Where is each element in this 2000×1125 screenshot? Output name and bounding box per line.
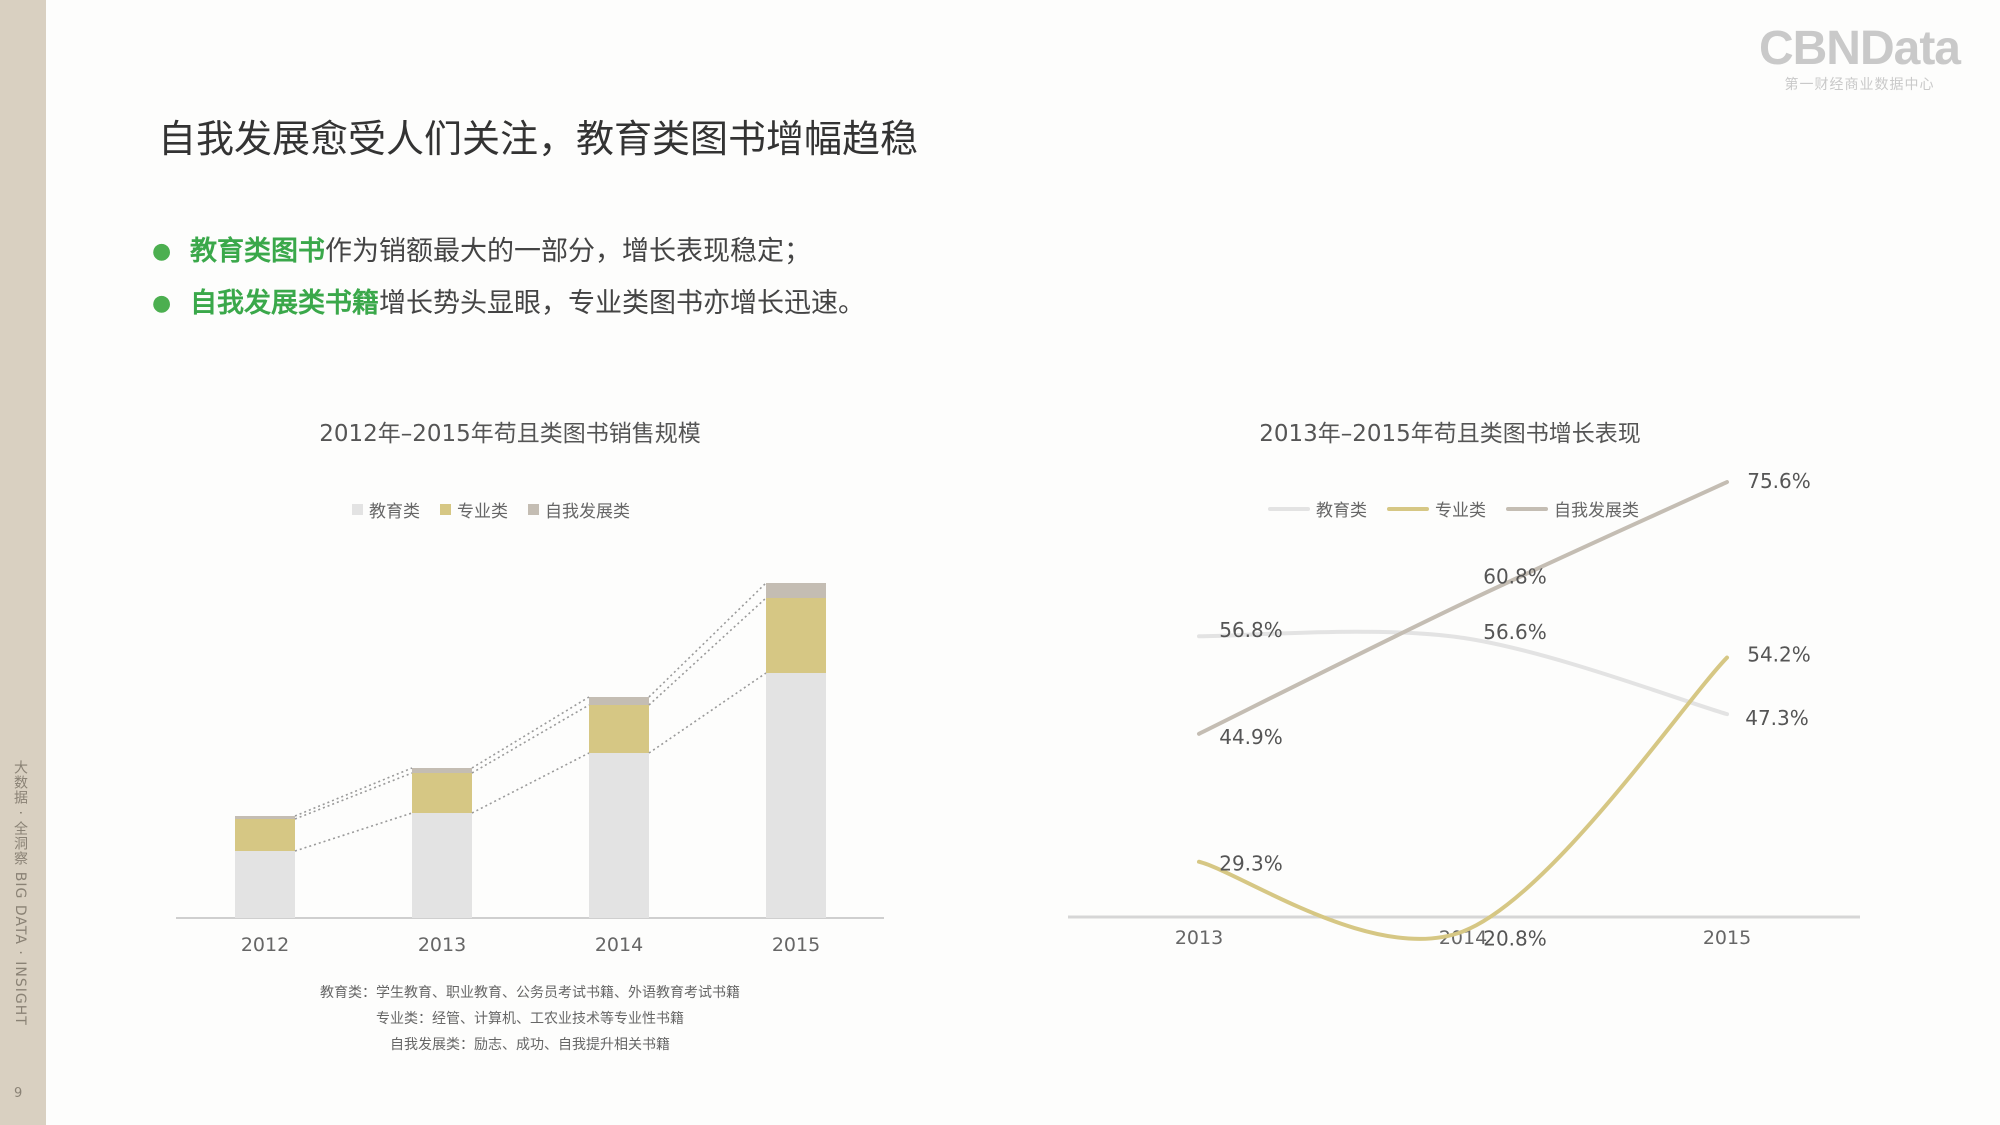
bar-segment-education: [235, 851, 295, 918]
legend-swatch: [528, 504, 539, 515]
data-label: 75.6%: [1747, 469, 1811, 493]
line-chart-legend: 教育类 专业类 自我发展类: [1268, 496, 1639, 521]
bar-segment-education: [589, 753, 649, 918]
bar-chart-legend: 教育类 专业类 自我发展类: [352, 497, 630, 522]
legend-item-self: 自我发展类: [1506, 496, 1639, 521]
x-tick-label: 2013: [1175, 927, 1223, 949]
note-line: 自我发展类：励志、成功、自我提升相关书籍: [390, 1037, 670, 1053]
data-label: 56.6%: [1483, 620, 1547, 644]
bar-segment-self: [235, 816, 295, 819]
logo-sub: 第一财经商业数据中心: [1784, 77, 1935, 93]
legend-swatch: [1268, 506, 1310, 511]
legend-label: 专业类: [1435, 501, 1486, 521]
logo-main: CBNData: [1758, 22, 1961, 75]
connector-line: [648, 597, 767, 706]
legend-swatch: [1387, 506, 1429, 511]
connector-line: [294, 812, 413, 852]
bullet-item: ● 教育类图书作为销额最大的一部分，增长表现稳定；: [150, 226, 865, 278]
bar-segment-self: [766, 583, 826, 598]
page-title: 自我发展愈受人们关注，教育类图书增幅趋稳: [158, 117, 919, 161]
page-number: 9: [14, 1086, 23, 1101]
bar-segment-professional: [235, 819, 295, 851]
x-tick-label: 2014: [595, 934, 643, 956]
logo: CBNData 第一财经商业数据中心: [1758, 22, 1961, 94]
bullet-highlight: 自我发展类书籍: [190, 288, 379, 319]
legend-item-professional: 专业类: [440, 497, 508, 522]
data-label: 47.3%: [1745, 706, 1809, 730]
bullet-dot-icon: ●: [152, 239, 172, 264]
legend-item-education: 教育类: [352, 497, 420, 522]
connector-line: [294, 767, 413, 817]
data-label: 29.3%: [1219, 852, 1283, 876]
legend-item-professional: 专业类: [1387, 496, 1486, 521]
x-tick-label: 2012: [241, 934, 289, 956]
connector-line: [471, 752, 590, 814]
connector-line: [294, 772, 413, 820]
legend-item-education: 教育类: [1268, 496, 1367, 521]
data-label: 54.2%: [1747, 643, 1811, 667]
sidebar: [0, 0, 46, 1125]
chart-notes: 教育类：学生教育、职业教育、公务员考试书籍、外语教育考试书籍 专业类：经管、计算…: [160, 980, 900, 1058]
note-line: 专业类：经管、计算机、工农业技术等专业性书籍: [376, 1011, 684, 1027]
x-tick-label: 2014: [1439, 927, 1487, 949]
legend-label: 专业类: [457, 502, 508, 522]
data-label: 20.8%: [1483, 926, 1547, 950]
x-tick-label: 2015: [1703, 927, 1751, 949]
legend-label: 教育类: [1316, 501, 1367, 521]
legend-swatch: [352, 504, 363, 515]
legend-label: 教育类: [369, 502, 420, 522]
sidebar-text: 大数据 · 全洞察 BIG DATA · INSIGHT: [12, 760, 28, 1026]
note-line: 教育类：学生教育、职业教育、公务员考试书籍、外语教育考试书籍: [320, 985, 740, 1001]
bar-segment-self: [412, 768, 472, 773]
series-line-professional: [1197, 655, 1729, 941]
data-label: 44.9%: [1219, 725, 1283, 749]
legend-label: 自我发展类: [545, 502, 630, 522]
line-chart-title: 2013年–2015年苟且类图书增长表现: [1259, 421, 1641, 447]
bar-segment-self: [589, 697, 649, 705]
bullet-item: ● 自我发展类书籍增长势头显眼，专业类图书亦增长迅速。: [150, 278, 865, 330]
x-tick-label: 2013: [418, 934, 466, 956]
bar-segment-professional: [766, 598, 826, 673]
bullet-text: 增长势头显眼，专业类图书亦增长迅速。: [379, 288, 865, 319]
legend-label: 自我发展类: [1554, 501, 1639, 521]
series-line-self: [1197, 480, 1729, 736]
legend-swatch: [440, 504, 451, 515]
bullet-text: 作为销额最大的一部分，增长表现稳定；: [325, 236, 811, 267]
connector-line: [648, 582, 767, 698]
legend-item-self: 自我发展类: [528, 497, 630, 522]
bullet-highlight: 教育类图书: [190, 236, 325, 267]
bar-segment-professional: [589, 705, 649, 753]
bar-segment-education: [766, 673, 826, 918]
bullet-dot-icon: ●: [152, 291, 172, 316]
connector-line: [648, 672, 767, 754]
data-label: 60.8%: [1483, 564, 1547, 588]
bar-segment-education: [412, 813, 472, 918]
legend-swatch: [1506, 506, 1548, 511]
series-line-education: [1197, 629, 1729, 717]
bar-chart-title: 2012年–2015年苟且类图书销售规模: [319, 421, 701, 447]
data-label: 56.8%: [1219, 618, 1283, 642]
x-tick-label: 2015: [772, 934, 820, 956]
bar-segment-professional: [412, 773, 472, 813]
bullet-list: ● 教育类图书作为销额最大的一部分，增长表现稳定； ● 自我发展类书籍增长势头显眼，…: [150, 226, 865, 330]
